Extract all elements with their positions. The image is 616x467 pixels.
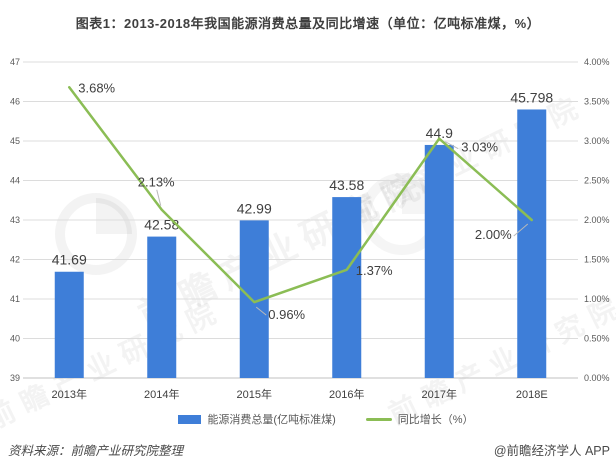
x-axis-tick: 2015年: [237, 387, 272, 401]
y-axis-left-tick: 47: [10, 57, 20, 67]
bar-value-label: 43.58: [329, 177, 364, 193]
label-leader-line: [513, 223, 529, 237]
y-axis-left-tick: 42: [10, 255, 20, 265]
bar-value-label: 41.69: [52, 252, 87, 268]
bar: [517, 109, 547, 378]
y-axis-right-tick: 2.50%: [584, 176, 610, 186]
chart-svg: 47 4.00% 46 3.50% 45 3.00% 44 2.50% 43 2.00% 42 1.5…: [10, 57, 610, 401]
label-leader-line: [255, 306, 267, 316]
y-axis-left-tick: 45: [10, 136, 20, 146]
y-axis-right-tick: 3.50%: [584, 97, 610, 107]
bar: [332, 197, 362, 378]
bar: [54, 271, 84, 378]
line-value-label: 0.96%: [268, 307, 305, 322]
bar-value-label: 42.99: [237, 200, 272, 216]
y-axis-right-tick: 0.00%: [584, 373, 610, 383]
legend-item-energy: 能源消费总量(亿吨标准煤): [178, 411, 336, 427]
y-axis-left-tick: 43: [10, 215, 20, 225]
bar-value-label: 42.58: [144, 217, 179, 233]
bar-value-label: 45.798: [510, 89, 553, 105]
line-value-label: 3.68%: [78, 80, 115, 95]
y-axis-left-tick: 40: [10, 334, 20, 344]
y-axis-right-tick: 2.00%: [584, 215, 610, 225]
page-title: 图表1：2013-2018年我国能源消费总量及同比增速（单位：亿吨标准煤，%）: [75, 16, 541, 31]
line-value-label: 2.13%: [138, 175, 175, 190]
label-leader-line: [156, 189, 162, 206]
footer-credit: @前瞻经济学人 APP: [493, 444, 610, 458]
x-axis-tick: 2018E: [516, 389, 548, 401]
label-leader-line: [445, 141, 459, 150]
footer-source: 资料来源：前瞻产业研究院整理: [8, 444, 184, 458]
line-value-label: 3.03%: [461, 140, 498, 155]
y-axis-right-tick: 4.00%: [584, 57, 610, 67]
line-value-label: 2.00%: [475, 227, 512, 242]
y-axis-right-tick: 1.00%: [584, 294, 610, 304]
y-axis-left-tick: 44: [10, 176, 20, 186]
x-axis-tick: 2013年: [52, 387, 87, 401]
x-axis-tick: 2016年: [329, 387, 364, 401]
chart-legend: 能源消费总量(亿吨标准煤) 同比增长（%）: [18, 411, 616, 427]
x-axis-tick: 2017年: [422, 387, 457, 401]
legend-label-growth: 同比增长（%）: [397, 414, 474, 426]
y-axis-right-tick: 1.50%: [584, 255, 610, 265]
y-axis-left-tick: 39: [10, 373, 20, 383]
growth-line: [68, 86, 533, 304]
line-series-swatch-icon: [365, 417, 392, 421]
legend-label-energy: 能源消费总量(亿吨标准煤): [207, 414, 336, 426]
legend-item-growth: 同比增长（%）: [365, 411, 474, 427]
footer: 资料来源：前瞻产业研究院整理 @前瞻经济学人 APP: [8, 440, 610, 459]
y-axis-left-tick: 41: [10, 294, 20, 304]
bar: [147, 236, 177, 378]
x-axis-tick: 2014年: [144, 387, 179, 401]
y-axis-right-tick: 3.00%: [584, 136, 610, 146]
bar-value-label: 44.9: [426, 125, 453, 141]
y-axis-left-tick: 46: [10, 97, 20, 107]
bar: [424, 144, 454, 378]
y-axis-right-tick: 0.50%: [584, 334, 610, 344]
bar-series-swatch-icon: [178, 414, 202, 424]
line-value-label: 1.37%: [356, 263, 393, 278]
